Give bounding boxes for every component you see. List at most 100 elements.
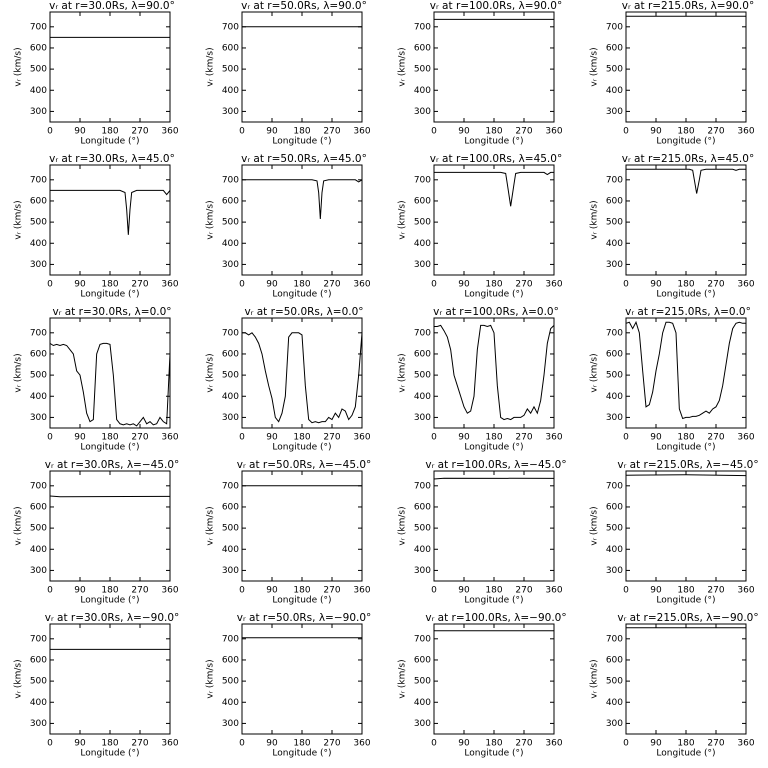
y-tick-label: 500 bbox=[606, 218, 623, 228]
plot-frame bbox=[433, 470, 555, 582]
x-tick-label: 180 bbox=[101, 586, 118, 596]
x-tick-label: 180 bbox=[677, 739, 694, 749]
y-tick-label: 600 bbox=[414, 655, 431, 665]
y-tick-label: 500 bbox=[222, 218, 239, 228]
y-tick-label: 700 bbox=[222, 175, 239, 185]
data-line bbox=[434, 324, 555, 421]
x-tick-label: 360 bbox=[161, 127, 178, 137]
x-tick-label: 0 bbox=[431, 586, 437, 596]
x-tick-label: 270 bbox=[515, 739, 532, 749]
x-tick-label: 180 bbox=[485, 127, 502, 137]
plot-frame bbox=[241, 164, 363, 276]
y-axis-label: vᵣ (km/s) bbox=[14, 506, 24, 545]
y-tick-label: 600 bbox=[222, 43, 239, 53]
y-tick-label: 600 bbox=[606, 43, 623, 53]
y-tick-label: 600 bbox=[606, 655, 623, 665]
x-tick-label: 0 bbox=[239, 127, 245, 137]
plot-frame bbox=[241, 623, 363, 735]
data-line bbox=[626, 168, 746, 194]
x-tick-label: 360 bbox=[545, 739, 562, 749]
plot-frame bbox=[241, 470, 363, 582]
y-tick-label: 500 bbox=[30, 371, 47, 381]
data-line bbox=[433, 477, 555, 480]
y-tick-label: 600 bbox=[414, 196, 431, 206]
y-tick-label: 600 bbox=[222, 502, 239, 512]
chart-title: vᵣ at r=100.0Rs, λ=−45.0° bbox=[425, 459, 566, 471]
y-tick-label: 700 bbox=[414, 481, 431, 491]
x-tick-label: 180 bbox=[485, 280, 502, 290]
y-tick-label: 700 bbox=[222, 634, 239, 644]
x-tick-label: 270 bbox=[515, 433, 532, 443]
x-tick-label: 360 bbox=[161, 433, 178, 443]
y-tick-label: 300 bbox=[414, 719, 431, 729]
x-tick-label: 0 bbox=[623, 280, 629, 290]
y-tick-label: 500 bbox=[414, 677, 431, 687]
chart-title: vᵣ at r=100.0Rs, λ=−90.0° bbox=[425, 612, 566, 624]
y-tick-label: 600 bbox=[414, 502, 431, 512]
x-tick-label: 90 bbox=[458, 433, 470, 443]
y-tick-label: 500 bbox=[606, 524, 623, 534]
x-tick-label: 90 bbox=[458, 127, 470, 137]
x-tick-label: 90 bbox=[74, 586, 86, 596]
y-tick-label: 700 bbox=[606, 22, 623, 32]
y-tick-label: 400 bbox=[222, 545, 239, 555]
x-tick-label: 180 bbox=[293, 739, 310, 749]
x-axis-label: Longitude (°) bbox=[80, 290, 139, 300]
y-tick-label: 500 bbox=[30, 65, 47, 75]
x-tick-label: 270 bbox=[323, 127, 340, 137]
x-tick-label: 90 bbox=[74, 127, 86, 137]
x-tick-label: 180 bbox=[293, 280, 310, 290]
y-tick-label: 700 bbox=[30, 175, 47, 185]
plot-frame bbox=[49, 164, 171, 276]
data-line bbox=[242, 332, 363, 424]
y-tick-label: 400 bbox=[606, 392, 623, 402]
y-tick-label: 300 bbox=[414, 413, 431, 423]
x-tick-label: 270 bbox=[323, 586, 340, 596]
x-tick-label: 180 bbox=[101, 280, 118, 290]
x-tick-label: 0 bbox=[47, 586, 53, 596]
x-tick-label: 180 bbox=[293, 433, 310, 443]
x-tick-label: 180 bbox=[101, 127, 118, 137]
plot-frame bbox=[625, 11, 747, 123]
plot-frame bbox=[433, 623, 555, 735]
y-axis-label: vᵣ (km/s) bbox=[398, 353, 408, 392]
y-axis-label: vᵣ (km/s) bbox=[14, 47, 24, 86]
y-axis-label: vᵣ (km/s) bbox=[14, 659, 24, 698]
chart-title: vᵣ at r=50.0Rs, λ=0.0° bbox=[244, 306, 363, 318]
x-tick-label: 360 bbox=[353, 433, 370, 443]
chart-title: vᵣ at r=50.0Rs, λ=−90.0° bbox=[237, 612, 372, 624]
y-axis-label: vᵣ (km/s) bbox=[590, 47, 600, 86]
chart-title: vᵣ at r=30.0Rs, λ=0.0° bbox=[52, 306, 171, 318]
x-tick-label: 270 bbox=[131, 433, 148, 443]
y-axis-label: vᵣ (km/s) bbox=[14, 353, 24, 392]
chart-title: vᵣ at r=215.0Rs, λ=−45.0° bbox=[617, 459, 758, 471]
x-tick-label: 180 bbox=[101, 739, 118, 749]
x-tick-label: 270 bbox=[131, 586, 148, 596]
x-tick-label: 180 bbox=[677, 433, 694, 443]
y-tick-label: 300 bbox=[606, 260, 623, 270]
plot-frame bbox=[49, 317, 171, 429]
y-tick-label: 500 bbox=[222, 65, 239, 75]
chart-title: vᵣ at r=50.0Rs, λ=−45.0° bbox=[237, 459, 372, 471]
y-tick-label: 500 bbox=[30, 218, 47, 228]
x-tick-label: 90 bbox=[650, 586, 662, 596]
x-tick-label: 90 bbox=[650, 280, 662, 290]
y-tick-label: 500 bbox=[222, 677, 239, 687]
x-tick-label: 0 bbox=[623, 586, 629, 596]
x-tick-label: 270 bbox=[707, 280, 724, 290]
x-axis-label: Longitude (°) bbox=[272, 443, 331, 453]
x-axis-label: Longitude (°) bbox=[272, 137, 331, 147]
x-tick-label: 360 bbox=[545, 280, 562, 290]
plot-frame bbox=[433, 11, 555, 123]
chart-title: vᵣ at r=215.0Rs, λ=−90.0° bbox=[617, 612, 758, 624]
y-tick-label: 400 bbox=[414, 392, 431, 402]
plot-frame bbox=[625, 164, 747, 276]
y-tick-label: 600 bbox=[606, 196, 623, 206]
x-tick-label: 0 bbox=[431, 433, 437, 443]
y-tick-label: 500 bbox=[222, 524, 239, 534]
y-tick-label: 600 bbox=[30, 655, 47, 665]
chart-title: vᵣ at r=50.0Rs, λ=90.0° bbox=[241, 0, 367, 12]
y-tick-label: 500 bbox=[30, 524, 47, 534]
x-tick-label: 270 bbox=[707, 433, 724, 443]
